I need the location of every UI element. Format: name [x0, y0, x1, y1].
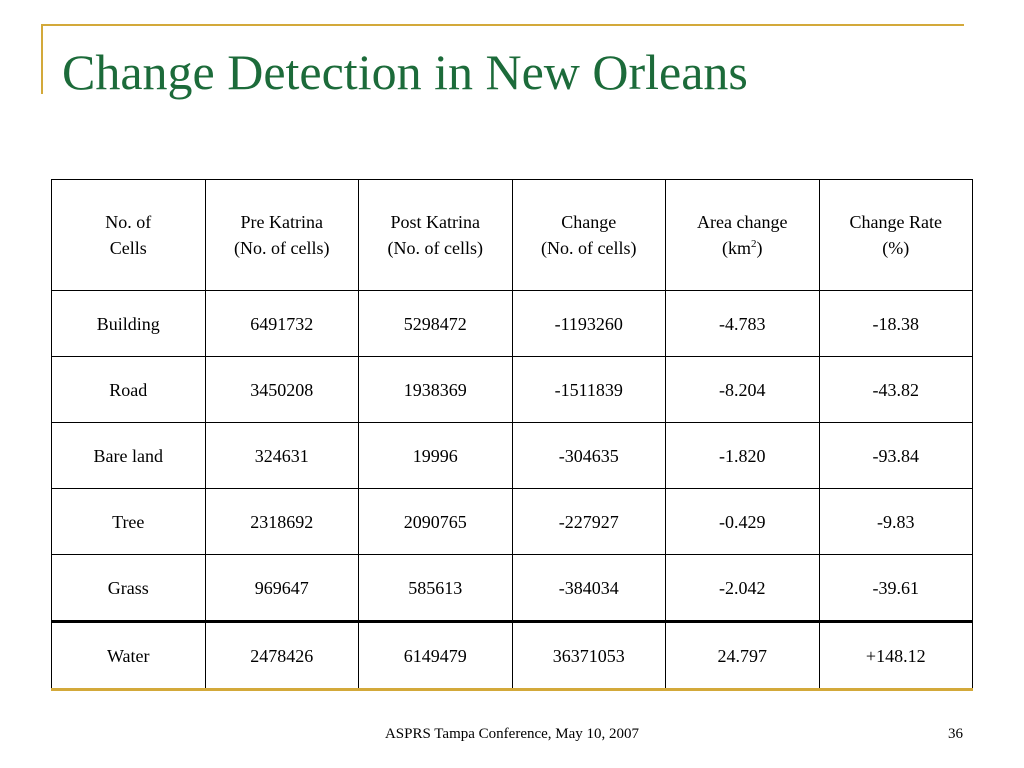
- change-cell: 36371053: [511, 620, 666, 690]
- row-label: Road: [51, 356, 206, 423]
- post-katrina-cell: 6149479: [358, 620, 513, 690]
- pre-katrina-cell: 969647: [204, 554, 359, 622]
- page-number: 36: [948, 726, 963, 742]
- header-cell-change: Change (No. of cells): [511, 179, 666, 291]
- area-change-cell: -8.204: [665, 356, 820, 423]
- area-change-cell: -1.820: [665, 422, 820, 489]
- row-label: Tree: [51, 488, 206, 555]
- post-katrina-cell: 19996: [358, 422, 513, 489]
- pre-katrina-cell: 3450208: [204, 356, 359, 423]
- header-cell-change-rate: Change Rate (%): [818, 179, 973, 291]
- change-rate-cell: +148.12: [818, 620, 973, 690]
- header-cell-cells: No. of Cells: [51, 179, 206, 291]
- area-change-cell: -2.042: [665, 554, 820, 622]
- header-cell-pre-katrina: Pre Katrina (No. of cells): [204, 179, 359, 291]
- slide-footer: ASPRS Tampa Conference, May 10, 2007: [384, 726, 640, 742]
- change-detection-table: No. of Cells Pre Katrina (No. of cells) Po…: [51, 179, 973, 691]
- post-katrina-cell: 1938369: [358, 356, 513, 423]
- post-katrina-cell: 585613: [358, 554, 513, 622]
- table-row: Tree 2318692 2090765 -227927 -0.429 -9.8…: [51, 488, 973, 555]
- change-rate-cell: -93.84: [818, 422, 973, 489]
- slide-title: Change Detection in New Orleans: [62, 44, 748, 100]
- row-label: Water: [51, 620, 206, 690]
- table-row: Bare land 324631 19996 -304635 -1.820 -9…: [51, 422, 973, 489]
- post-katrina-cell: 5298472: [358, 290, 513, 357]
- pre-katrina-cell: 2318692: [204, 488, 359, 555]
- header-cell-area-change: Area change (km2): [665, 179, 820, 291]
- header-cell-post-katrina: Post Katrina (No. of cells): [358, 179, 513, 291]
- table-row: Building 6491732 5298472 -1193260 -4.783…: [51, 290, 973, 357]
- change-rate-cell: -43.82: [818, 356, 973, 423]
- row-label: Grass: [51, 554, 206, 622]
- change-cell: -304635: [511, 422, 666, 489]
- row-label: Building: [51, 290, 206, 357]
- change-cell: -1193260: [511, 290, 666, 357]
- area-change-cell: -0.429: [665, 488, 820, 555]
- change-rate-cell: -39.61: [818, 554, 973, 622]
- change-rate-cell: -9.83: [818, 488, 973, 555]
- pre-katrina-cell: 324631: [204, 422, 359, 489]
- change-cell: -384034: [511, 554, 666, 622]
- pre-katrina-cell: 6491732: [204, 290, 359, 357]
- title-accent-rule-horizontal: [41, 24, 964, 26]
- row-label: Bare land: [51, 422, 206, 489]
- post-katrina-cell: 2090765: [358, 488, 513, 555]
- table-header-row: No. of Cells Pre Katrina (No. of cells) Po…: [51, 179, 973, 291]
- change-cell: -227927: [511, 488, 666, 555]
- pre-katrina-cell: 2478426: [204, 620, 359, 690]
- title-accent-rule-vertical: [41, 24, 43, 94]
- table-row: Road 3450208 1938369 -1511839 -8.204 -43…: [51, 356, 973, 423]
- area-change-cell: 24.797: [665, 620, 820, 690]
- table-row: Water 2478426 6149479 36371053 24.797 +1…: [51, 620, 973, 690]
- area-change-cell: -4.783: [665, 290, 820, 357]
- table-row: Grass 969647 585613 -384034 -2.042 -39.6…: [51, 554, 973, 622]
- change-rate-cell: -18.38: [818, 290, 973, 357]
- change-cell: -1511839: [511, 356, 666, 423]
